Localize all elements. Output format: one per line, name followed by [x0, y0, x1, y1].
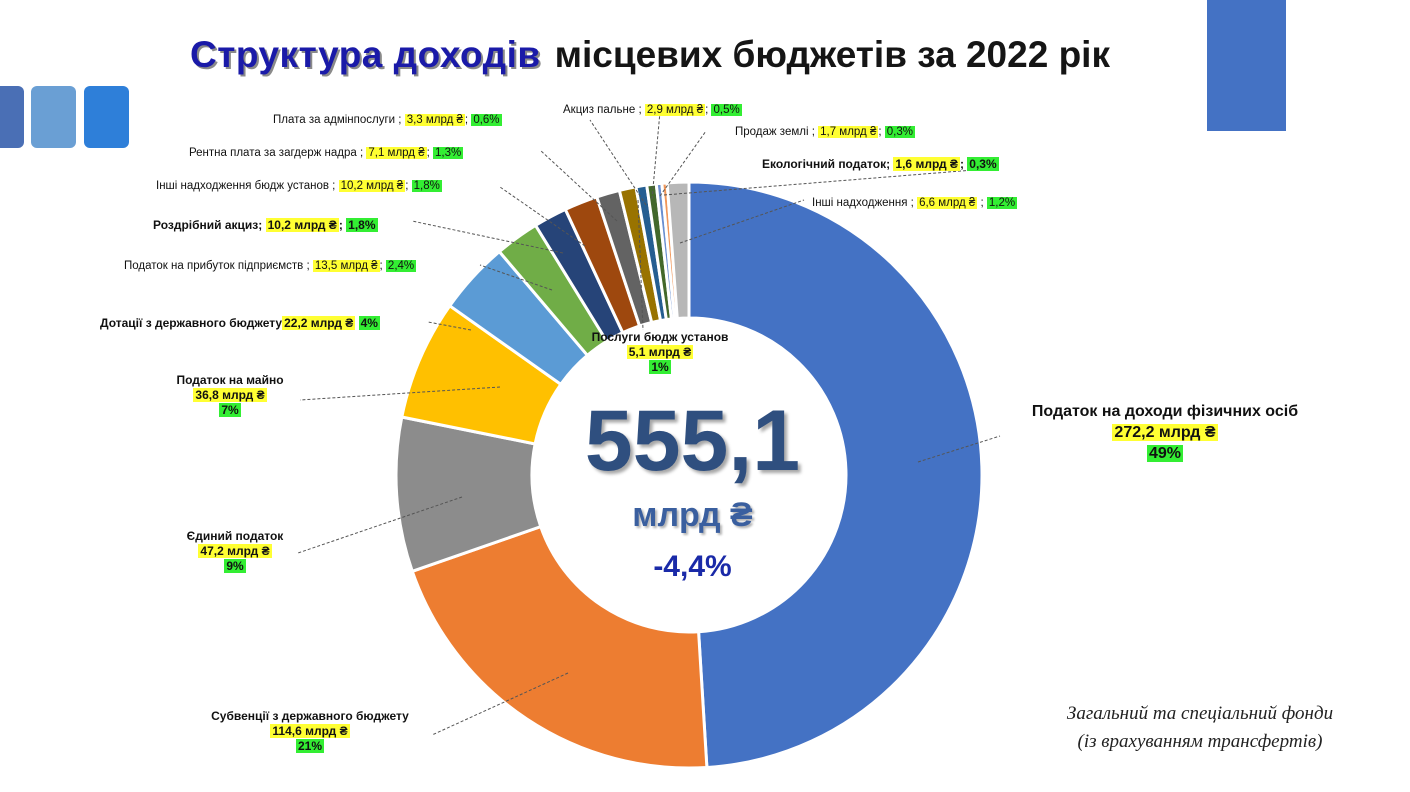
- footnote-line-1: Загальний та спеціальний фонди: [1066, 703, 1334, 724]
- label-amount: 1,7 млрд ₴: [818, 126, 879, 138]
- donut-slice-1: [687, 180, 984, 770]
- decor-square-2: [31, 86, 76, 148]
- label-pct: 9%: [224, 559, 246, 573]
- label-profit-tax: Податок на прибуток підприємств ; 13,5 м…: [124, 260, 417, 272]
- label-name: Послуги бюдж установ: [591, 330, 729, 344]
- leader-line-11: [589, 119, 647, 206]
- label-property-tax: Податок на майно 36,8 млрд ₴ 7%: [140, 373, 320, 418]
- label-name: Інші надходження бюдж установ: [156, 180, 329, 192]
- label-pct: 0,3%: [967, 157, 999, 171]
- label-admin-fees: Плата за адмінпослуги ; 3,3 млрд ₴; 0,6%: [273, 114, 502, 126]
- label-amount: 2,9 млрд ₴: [644, 104, 706, 116]
- label-pct: 0,6%: [471, 114, 502, 126]
- label-name: Акциз пальне: [563, 104, 636, 116]
- leader-line-9: [539, 149, 618, 222]
- label-pdfo: Податок на доходи фізичних осіб 272,2 мл…: [1000, 401, 1330, 464]
- slice-group: [394, 180, 984, 770]
- label-name: Податок на майно: [176, 373, 284, 387]
- leader-line-14: [663, 167, 999, 196]
- leader-lines: [297, 111, 1001, 736]
- total-unit: млрд ₴: [632, 496, 753, 534]
- label-amount: 272,2 млрд ₴: [1112, 424, 1218, 441]
- leader-line-7: [411, 220, 564, 254]
- leader-line-1: [917, 435, 1001, 463]
- leader-line-8: [499, 186, 586, 247]
- label-pct: 2,4%: [385, 260, 417, 272]
- title-highlight: Структура доходів: [190, 34, 541, 75]
- decor-square-1: [0, 86, 24, 148]
- label-land-sale: Продаж землі ; 1,7 млрд ₴; 0,3%: [735, 126, 915, 138]
- label-pct: 1,3%: [433, 147, 464, 159]
- label-amount: 114,6 млрд ₴: [270, 724, 350, 738]
- label-name: Продаж землі: [735, 126, 809, 138]
- donut-slice-2: [410, 524, 709, 770]
- label-pct: 7%: [219, 403, 241, 417]
- label-amount: 7,1 млрд ₴: [366, 147, 427, 159]
- label-amount: 10,2 млрд ₴: [265, 218, 339, 232]
- title-rest: місцевих бюджетів за 2022 рік: [554, 34, 1110, 75]
- footnote-line-2: (із врахуванням трансфертів): [1077, 731, 1323, 752]
- label-retail-excise: Роздрібний акциз; 10,2 млрд ₴; 1,8%: [153, 218, 378, 232]
- label-name: Роздрібний акциз: [153, 218, 259, 232]
- decor-rectangle: [1207, 0, 1286, 131]
- label-name: Плата за адмінпослуги: [273, 114, 396, 126]
- label-name: Інші надходження: [812, 197, 908, 209]
- label-pct: 0,3%: [884, 126, 915, 138]
- label-amount: 47,2 млрд ₴: [198, 544, 272, 558]
- label-name: Субвенції з державного бюджету: [211, 709, 409, 723]
- total-change: -4,4%: [653, 550, 732, 583]
- leader-line-5: [427, 321, 472, 331]
- label-name: Податок на прибуток підприємств: [124, 260, 304, 272]
- label-single-tax: Єдиний податок 47,2 млрд ₴ 9%: [150, 529, 320, 574]
- label-amount: 1,6 млрд ₴: [893, 157, 960, 171]
- label-subsidies: Дотації з державного бюджету 22,2 млрд ₴ …: [100, 316, 380, 331]
- footnote: Загальний та спеціальний фонди (із враху…: [1040, 700, 1360, 756]
- label-pct: 0,5%: [711, 104, 742, 116]
- leader-line-10: [637, 199, 644, 331]
- label-eco-tax: Екологічний податок; 1,6 млрд ₴; 0,3%: [762, 157, 999, 171]
- leader-line-4: [299, 386, 501, 401]
- leader-line-12: [651, 111, 661, 200]
- label-amount: 13,5 млрд ₴: [312, 260, 380, 272]
- label-other-income: Інші надходження ; 6,6 млрд ₴ ; 1,2%: [812, 197, 1018, 209]
- label-amount: 3,3 млрд ₴: [404, 114, 465, 126]
- label-pct: 1%: [649, 360, 671, 374]
- label-subventions: Субвенції з державного бюджету 114,6 млр…: [170, 709, 450, 754]
- label-name: Дотації з державного бюджету: [100, 316, 283, 330]
- label-rent: Рентна плата за загдерж надра ; 7,1 млрд…: [189, 147, 464, 159]
- label-amount: 5,1 млрд ₴: [626, 345, 694, 359]
- label-pct: 49%: [1146, 445, 1184, 462]
- label-name: Рентна плата за загдерж надра: [189, 147, 357, 159]
- label-fuel-excise: Акциз пальне ; 2,9 млрд ₴; 0,5%: [563, 104, 742, 116]
- label-pct: 1,8%: [346, 218, 378, 232]
- label-name: Єдиний податок: [186, 529, 284, 543]
- page-title: Структура доходів місцевих бюджетів за 20…: [0, 34, 1300, 76]
- label-name: Податок на доходи фізичних осіб: [1031, 403, 1299, 420]
- label-pct: 21%: [295, 739, 325, 753]
- label-budget-services: Послуги бюдж установ 5,1 млрд ₴ 1%: [575, 330, 745, 375]
- total-value: 555,1: [584, 393, 801, 489]
- label-other-institutions: Інші надходження бюдж установ ; 10,2 млр…: [156, 180, 442, 192]
- label-pct: 1,2%: [986, 197, 1018, 209]
- leader-line-15: [679, 199, 805, 244]
- label-pct: 4%: [358, 316, 380, 330]
- label-amount: 36,8 млрд ₴: [193, 388, 267, 402]
- decor-square-3: [84, 86, 129, 148]
- leader-line-13: [659, 130, 707, 197]
- leader-line-6: [479, 264, 553, 291]
- label-amount: 6,6 млрд ₴: [917, 197, 978, 209]
- label-name: Екологічний податок: [762, 157, 887, 171]
- label-amount: 10,2 млрд ₴: [338, 180, 406, 192]
- donut-slice-15: [665, 180, 691, 321]
- label-amount: 22,2 млрд ₴: [282, 316, 356, 330]
- label-pct: 1,8%: [411, 180, 442, 192]
- leader-line-3: [297, 496, 463, 554]
